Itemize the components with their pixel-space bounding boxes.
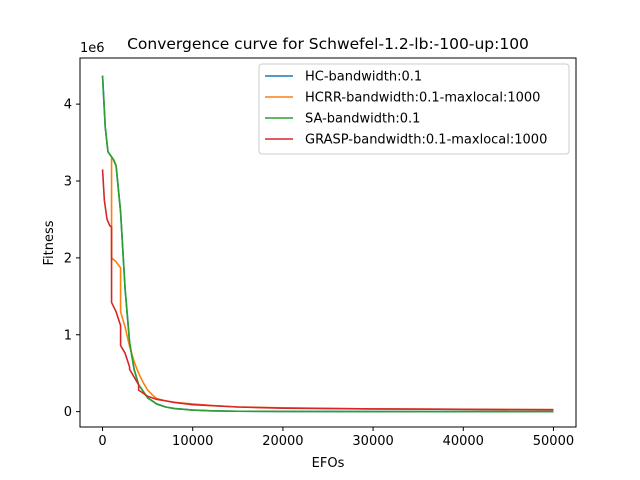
legend-entry-label: GRASP-bandwidth:0.1-maxlocal:1000	[305, 133, 547, 148]
y-axis-ticks: 0 1 2 3 4	[64, 98, 80, 420]
y-tick-label: 0	[64, 405, 72, 420]
x-axis-label: EFOs	[312, 456, 345, 471]
legend: HC-bandwidth:0.1 HCRR-bandwidth:0.1-maxlo…	[258, 63, 570, 155]
x-tick-label: 40000	[443, 434, 484, 449]
x-tick-label: 20000	[262, 434, 303, 449]
chart-title: Convergence curve for Schwefel-1.2-lb:-1…	[127, 35, 529, 53]
y-tick-label: 3	[64, 175, 72, 190]
x-tick-label: 0	[98, 434, 106, 449]
x-tick-label: 50000	[533, 434, 574, 449]
y-tick-label: 1	[64, 328, 72, 343]
x-axis-ticks: 0 10000 20000 30000 40000 50000	[98, 427, 574, 449]
y-tick-label: 4	[64, 98, 72, 113]
y-tick-label: 2	[64, 251, 72, 266]
series-layer	[101, 75, 554, 413]
x-tick-label: 10000	[172, 434, 213, 449]
legend-entry-label: HCRR-bandwidth:0.1-maxlocal:1000	[305, 91, 540, 106]
x-tick-label: 30000	[352, 434, 393, 449]
legend-entry-label: SA-bandwidth:0.1	[305, 112, 420, 127]
series-line-grasp-bandwidth-0-1-maxlocal-1000	[101, 169, 554, 411]
y-axis-label: Fitness	[42, 220, 57, 265]
legend-entry-label: HC-bandwidth:0.1	[305, 70, 422, 85]
y-axis-multiplier: 1e6	[80, 41, 105, 56]
plot-frame	[79, 57, 577, 428]
legend-box	[258, 63, 570, 155]
